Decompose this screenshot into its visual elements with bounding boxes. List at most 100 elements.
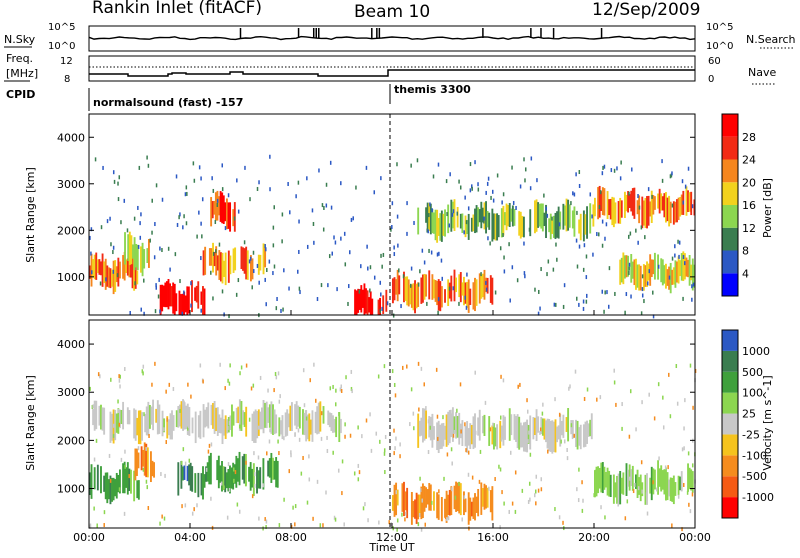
heatmap-cell [258, 516, 260, 521]
heatmap-cell [311, 208, 314, 213]
heatmap-cell [661, 196, 664, 211]
heatmap-cell [519, 422, 522, 448]
heatmap-cell [649, 254, 652, 286]
cpid-panel: CPID normalsound (fast) -157 themis 3300 [6, 83, 471, 111]
heatmap-cell [586, 293, 588, 298]
heatmap-cell [532, 417, 535, 440]
heatmap-cell [181, 311, 184, 316]
colorbar-swatch [722, 114, 738, 137]
x-tick-label: 16:00 [477, 531, 509, 544]
heatmap-cell [238, 451, 241, 486]
heatmap-cell [671, 269, 674, 285]
heatmap-cell [136, 244, 139, 271]
heatmap-cell [483, 202, 486, 230]
heatmap-cell [244, 165, 246, 170]
heatmap-cell [319, 401, 322, 432]
heatmap-cell [289, 405, 292, 431]
heatmap-cell [437, 218, 440, 236]
heatmap-cell [465, 220, 468, 225]
heatmap-cell [151, 382, 153, 387]
heatmap-cell [115, 266, 118, 283]
heatmap-cell [538, 289, 540, 294]
heatmap-cell [428, 203, 431, 231]
heatmap-cell [469, 188, 472, 193]
heatmap-cell [467, 472, 470, 477]
heatmap-cell [601, 243, 604, 248]
heatmap-cell [427, 450, 430, 455]
heatmap-cell [642, 264, 645, 291]
heatmap-cell [641, 196, 644, 229]
heatmap-cell [451, 212, 454, 217]
heatmap-cell [584, 421, 587, 447]
heatmap-cell [611, 196, 614, 226]
heatmap-cell [528, 227, 531, 232]
heatmap-cell [669, 262, 672, 294]
heatmap-cell [104, 472, 107, 500]
heatmap-cell [693, 199, 696, 216]
heatmap-cell [366, 290, 369, 315]
freq-tick-bottom: 8 [64, 74, 70, 85]
heatmap-cell [287, 182, 289, 187]
heatmap-cell [440, 258, 443, 263]
heatmap-cell [509, 450, 512, 455]
heatmap-cell [661, 178, 664, 183]
heatmap-cell [540, 417, 543, 435]
heatmap-cell [577, 498, 580, 503]
heatmap-cell [418, 407, 420, 412]
heatmap-cell [635, 258, 637, 290]
heatmap-cell [175, 174, 178, 179]
heatmap-cell [683, 482, 685, 487]
heatmap-cell [691, 204, 694, 209]
heatmap-cell [163, 516, 166, 521]
heatmap-cell [227, 250, 230, 283]
heatmap-cell [472, 416, 475, 450]
heatmap-cell [563, 283, 566, 288]
heatmap-cell [660, 193, 663, 211]
heatmap-cell [145, 443, 148, 478]
heatmap-cell [446, 212, 448, 217]
heatmap-cell [562, 304, 565, 309]
heatmap-cell [212, 251, 215, 256]
heatmap-cell [219, 191, 222, 222]
heatmap-cell [343, 231, 346, 236]
heatmap-cell [146, 155, 148, 160]
heatmap-cell [151, 460, 154, 477]
heatmap-cell [631, 188, 634, 216]
heatmap-cell [628, 434, 631, 439]
heatmap-cell [338, 412, 341, 443]
heatmap-cell [137, 244, 140, 249]
heatmap-cell [305, 410, 308, 442]
heatmap-cell [303, 412, 306, 436]
heatmap-cell [496, 424, 499, 450]
heatmap-cell [480, 274, 483, 299]
heatmap-cell [112, 245, 115, 250]
heatmap-cell [665, 192, 667, 223]
heatmap-cell [463, 230, 465, 235]
heatmap-cell [195, 285, 198, 303]
heatmap-cell [349, 433, 352, 438]
heatmap-cell [118, 374, 120, 379]
heatmap-cell [265, 401, 268, 429]
heatmap-cell [421, 248, 424, 253]
heatmap-cell [401, 512, 403, 517]
heatmap-cell [280, 308, 282, 313]
heatmap-cell [94, 157, 97, 162]
heatmap-cell [469, 497, 472, 521]
heatmap-cell [515, 205, 517, 210]
heatmap-cell [681, 527, 683, 532]
heatmap-cell [142, 467, 145, 472]
heatmap-cell [475, 279, 478, 306]
heatmap-cell [478, 409, 481, 441]
heatmap-cell [672, 201, 675, 225]
heatmap-cell [672, 267, 675, 285]
heatmap-cell [508, 408, 511, 441]
heatmap-cell [669, 201, 672, 224]
heatmap-cell [292, 505, 294, 510]
heatmap-cell [113, 179, 116, 184]
heatmap-cell [592, 204, 595, 227]
heatmap-cell [424, 522, 427, 527]
heatmap-cell [186, 403, 189, 435]
heatmap-cell [212, 242, 214, 273]
heatmap-cell [691, 471, 694, 493]
